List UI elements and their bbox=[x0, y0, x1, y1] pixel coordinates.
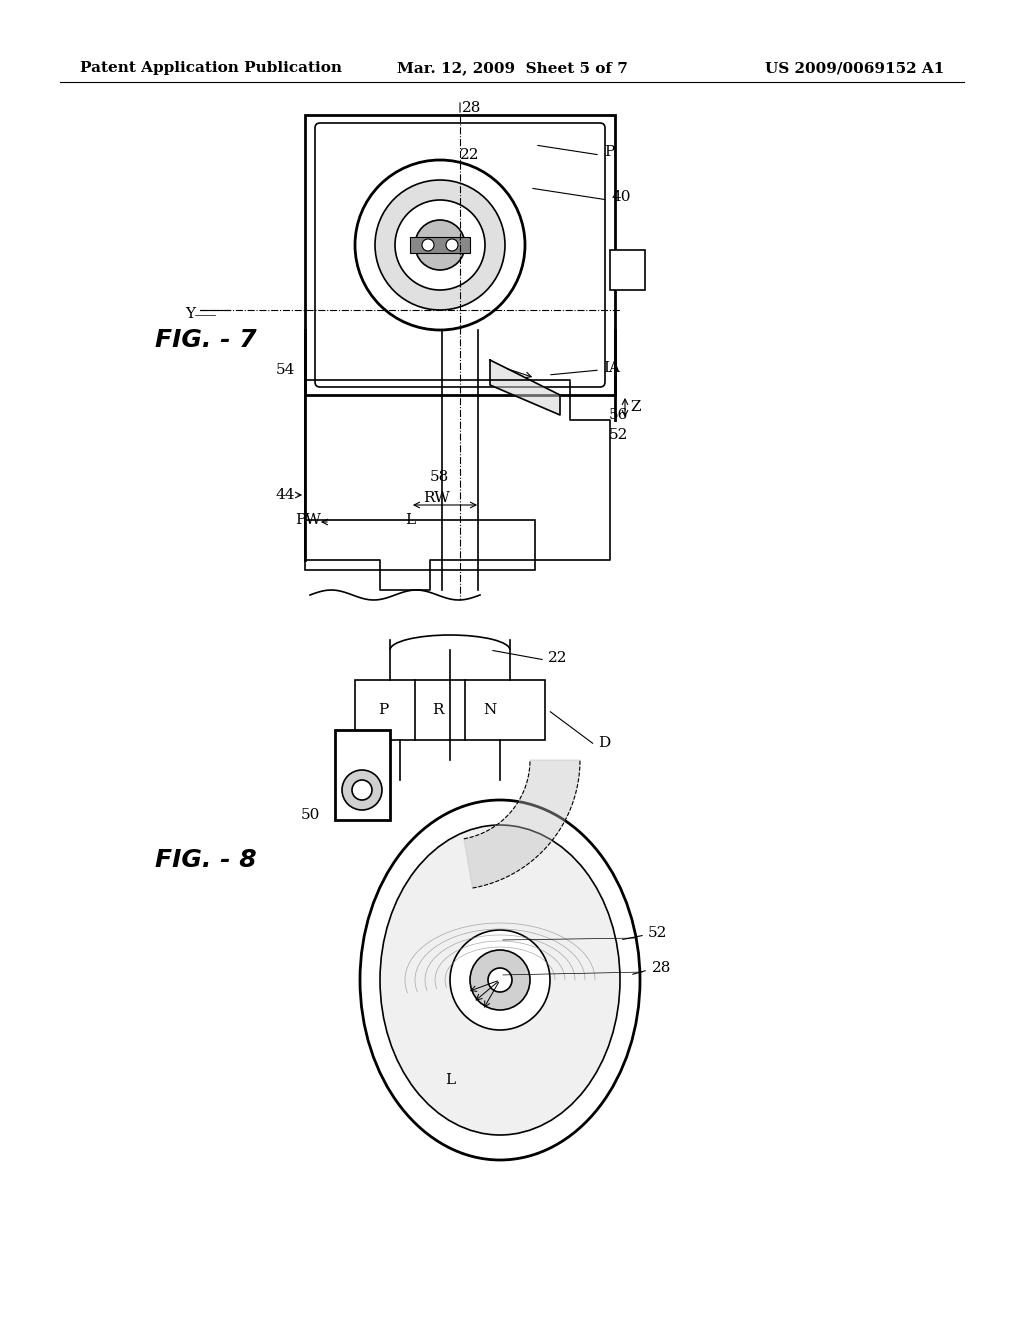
Circle shape bbox=[355, 160, 525, 330]
Bar bbox=[305, 520, 535, 570]
Circle shape bbox=[375, 180, 505, 310]
Polygon shape bbox=[490, 360, 560, 414]
Bar bbox=[355, 680, 545, 741]
Text: P: P bbox=[378, 704, 388, 717]
FancyBboxPatch shape bbox=[315, 123, 605, 387]
Circle shape bbox=[395, 201, 485, 290]
Text: 54: 54 bbox=[275, 363, 295, 378]
Bar bbox=[610, 249, 645, 290]
Text: 28: 28 bbox=[652, 961, 672, 975]
Circle shape bbox=[352, 780, 372, 800]
Text: N: N bbox=[483, 704, 497, 717]
Ellipse shape bbox=[380, 825, 620, 1135]
Text: 22: 22 bbox=[548, 651, 567, 665]
Text: IA: IA bbox=[603, 360, 620, 375]
Text: 50: 50 bbox=[301, 808, 319, 822]
Circle shape bbox=[342, 770, 382, 810]
Text: 56: 56 bbox=[609, 408, 629, 422]
FancyBboxPatch shape bbox=[305, 115, 615, 395]
Text: Mar. 12, 2009  Sheet 5 of 7: Mar. 12, 2009 Sheet 5 of 7 bbox=[396, 61, 628, 75]
Circle shape bbox=[446, 239, 458, 251]
Text: P: P bbox=[604, 145, 614, 158]
Bar bbox=[335, 730, 390, 820]
Text: Patent Application Publication: Patent Application Publication bbox=[80, 61, 342, 75]
Text: 22: 22 bbox=[460, 148, 479, 162]
Text: PW: PW bbox=[295, 513, 321, 527]
Circle shape bbox=[470, 950, 530, 1010]
Text: FIG. - 8: FIG. - 8 bbox=[155, 847, 257, 873]
Circle shape bbox=[422, 239, 434, 251]
Text: RW: RW bbox=[424, 491, 451, 506]
Polygon shape bbox=[464, 760, 580, 888]
Text: L: L bbox=[406, 513, 415, 527]
Circle shape bbox=[415, 220, 465, 271]
Text: 44: 44 bbox=[275, 488, 295, 502]
Text: R: R bbox=[432, 704, 443, 717]
Bar bbox=[410, 238, 470, 253]
Ellipse shape bbox=[360, 800, 640, 1160]
Text: Z: Z bbox=[630, 400, 640, 414]
Text: Y: Y bbox=[185, 308, 195, 321]
Text: L: L bbox=[445, 1073, 455, 1086]
Text: D: D bbox=[598, 737, 610, 750]
Text: 28: 28 bbox=[462, 102, 481, 115]
Circle shape bbox=[488, 968, 512, 993]
Text: FIG. - 7: FIG. - 7 bbox=[155, 327, 257, 352]
Text: 52: 52 bbox=[609, 428, 629, 442]
Circle shape bbox=[450, 931, 550, 1030]
Text: US 2009/0069152 A1: US 2009/0069152 A1 bbox=[765, 61, 944, 75]
Text: 52: 52 bbox=[648, 927, 668, 940]
Text: 58: 58 bbox=[430, 470, 450, 484]
Text: 40: 40 bbox=[612, 190, 632, 205]
